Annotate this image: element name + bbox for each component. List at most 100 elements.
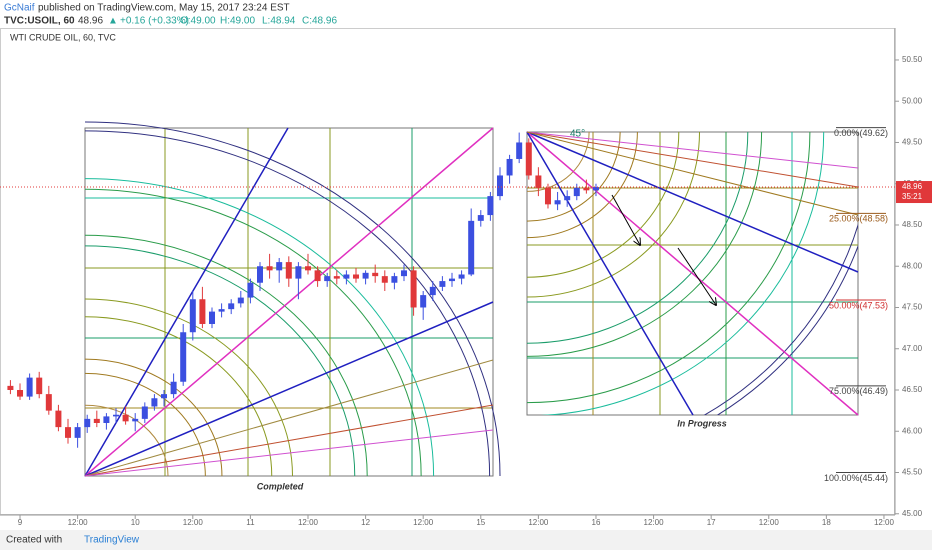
- x-tick-label: 12: [361, 518, 370, 527]
- gann-arc: [527, 132, 811, 404]
- candle-body: [256, 266, 263, 283]
- level-label: 50.00%(47.53): [829, 300, 888, 310]
- candle-body: [295, 266, 302, 279]
- gann-line: [526, 131, 859, 273]
- candle-body: [506, 158, 513, 176]
- candle-body: [209, 311, 216, 324]
- gann-arc: [716, 244, 858, 415]
- candle-body: [554, 200, 561, 205]
- y-tick-label: 47.00: [902, 344, 923, 353]
- candle-body: [429, 286, 436, 296]
- candle-body: [372, 272, 379, 277]
- gann-line: [526, 131, 694, 416]
- candle-body: [525, 142, 532, 176]
- candle-body: [458, 274, 465, 279]
- candle-body: [276, 262, 283, 271]
- gann-arc: [540, 132, 825, 415]
- x-tick-label: 11: [246, 518, 255, 527]
- countdown: 35:21: [902, 192, 923, 201]
- candle-body: [535, 175, 542, 188]
- candle-body: [468, 220, 475, 275]
- level-label: 0.00%(49.62): [834, 128, 888, 138]
- gann-arc: [527, 132, 700, 298]
- chart-title: WTI CRUDE OIL, 60, TVC: [10, 32, 116, 42]
- author[interactable]: GcNaif: [4, 3, 35, 14]
- gann-line: [84, 404, 494, 477]
- x-tick-label: 15: [476, 518, 485, 527]
- candle-body: [161, 394, 168, 399]
- y-tick-label: 45.50: [902, 468, 923, 477]
- gann-arc: [703, 223, 858, 415]
- candle-body: [74, 427, 81, 438]
- x-tick-label: 12:00: [759, 518, 780, 527]
- candle-body: [324, 276, 331, 282]
- candle-body: [237, 297, 244, 304]
- candle-body: [84, 418, 91, 428]
- candle-body: [487, 196, 494, 216]
- level-label: 25.00%(48.58): [829, 214, 888, 224]
- gann-line: [84, 127, 494, 477]
- gann-line: [84, 301, 494, 477]
- gann-line: [526, 131, 859, 169]
- candle-body: [439, 281, 446, 287]
- candle-body: [45, 394, 52, 411]
- box-label: In Progress: [677, 418, 727, 428]
- footer-created: Created with: [6, 535, 62, 546]
- candle-body: [151, 398, 158, 407]
- open: O:49.00: [180, 16, 216, 27]
- gann-arc: [527, 132, 621, 222]
- candle-body: [7, 385, 14, 390]
- candle-body: [199, 299, 206, 324]
- close: C:48.96: [302, 16, 337, 27]
- y-tick-label: 50.50: [902, 55, 923, 64]
- candle-body: [17, 389, 24, 397]
- candle-body: [103, 416, 110, 424]
- candle-body: [410, 270, 417, 308]
- candle-body: [391, 276, 398, 283]
- candle-body: [266, 266, 273, 271]
- candle-body: [314, 270, 321, 282]
- gann-arcs-right: [527, 132, 858, 415]
- candle-body: [362, 272, 369, 279]
- candle-body: [132, 418, 139, 422]
- candle-body: [400, 270, 407, 277]
- y-tick-label: 45.00: [902, 509, 923, 518]
- x-tick-label: 18: [822, 518, 831, 527]
- candle-body: [122, 414, 129, 422]
- change-arrow: ▲: [108, 16, 118, 27]
- candle-body: [65, 427, 72, 438]
- y-tick-label: 47.50: [902, 303, 923, 312]
- x-tick-label: 12:00: [413, 518, 434, 527]
- candle-body: [180, 332, 187, 382]
- x-tick-label: 12:00: [68, 518, 89, 527]
- x-tick-label: 12:00: [644, 518, 665, 527]
- candle-body: [420, 295, 427, 308]
- symbol: TVC:USOIL, 60: [4, 16, 75, 27]
- candle-body: [448, 278, 455, 282]
- footer-brand[interactable]: TradingView: [84, 535, 140, 546]
- candle-body: [516, 142, 523, 159]
- candle-body: [583, 187, 590, 191]
- arrow: [677, 247, 716, 305]
- footer-bar: [0, 530, 932, 550]
- candle-body: [496, 175, 503, 197]
- box-label: Completed: [257, 481, 304, 491]
- candle-body: [141, 406, 148, 419]
- candle-body: [93, 418, 100, 424]
- candle-body: [55, 410, 62, 428]
- candle-body: [573, 187, 580, 197]
- level-label: 75.00%(46.49): [829, 386, 888, 396]
- high: H:49.00: [220, 16, 255, 27]
- candle-body: [228, 303, 235, 310]
- candle-body: [564, 196, 571, 201]
- change: +0.16 (+0.33%): [120, 16, 189, 27]
- y-tick-label: 48.50: [902, 220, 923, 229]
- last-price-label: 48.96: [902, 182, 923, 191]
- y-tick-label: 50.00: [902, 96, 923, 105]
- x-tick-label: 12:00: [298, 518, 319, 527]
- angle-label: 45°: [570, 129, 585, 140]
- candle-body: [343, 274, 350, 279]
- x-tick-label: 17: [707, 518, 716, 527]
